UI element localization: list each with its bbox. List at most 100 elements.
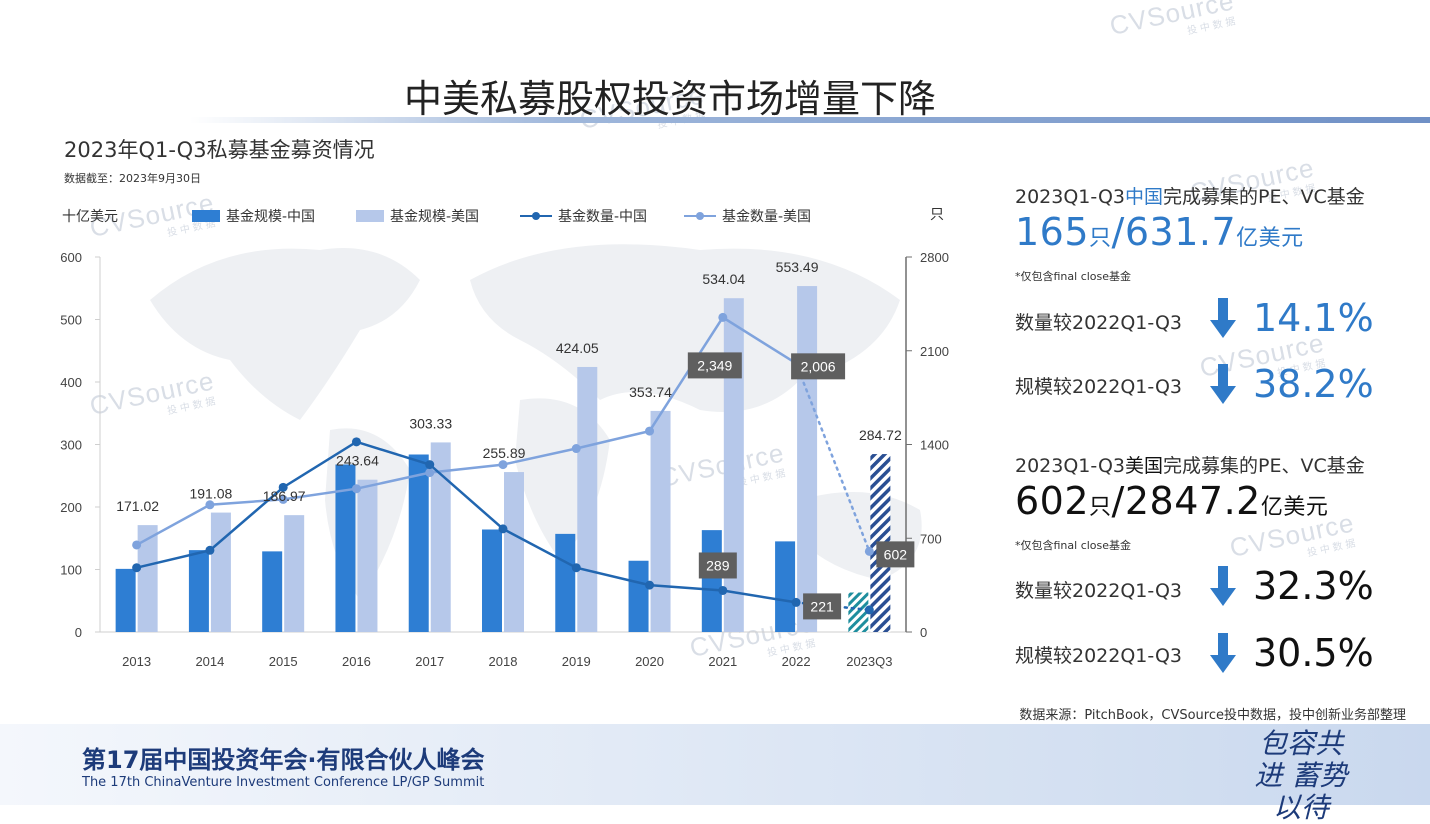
china-amount-unit: 亿美元: [1236, 226, 1304, 251]
x-tick-label: 2019: [562, 654, 591, 669]
china-fund-count-point: [425, 460, 435, 470]
data-label-us-fund-size: 303.33: [409, 415, 452, 431]
legend-label: 基金规模-中国: [226, 209, 316, 225]
data-source: 数据来源：PitchBook，CVSource投中数据，投中创新业务部整理: [1019, 708, 1406, 723]
china-fund-count-point: [205, 545, 215, 555]
y-left-tick-label: 100: [60, 563, 82, 578]
data-label-us-fund-size: 243.64: [336, 453, 379, 469]
data-label-china-fund-count-box: [698, 552, 737, 579]
bar-us-fund-size: [797, 286, 818, 632]
china-count: 165: [1015, 210, 1090, 254]
bar-china-fund-size: [628, 560, 649, 632]
china-heading: 2023Q1-Q3中国完成募集的PE、VC基金: [1015, 182, 1365, 209]
us-fund-count-point: [718, 312, 728, 322]
china-fund-count-point: [132, 563, 142, 573]
china-count-unit: 只: [1089, 226, 1112, 251]
china-fund-count-point: [864, 605, 874, 615]
fundraising-chart: 600 500 400 300 200 100 0 2800 2100 1400 700 0 2013 2…: [60, 244, 949, 669]
x-tick-label: 2020: [635, 654, 664, 669]
usa-size-compare-label: 规模较2022Q1-Q3: [1015, 645, 1182, 667]
legend-swatch: [356, 210, 384, 222]
usa-amount: 2847.2: [1124, 479, 1261, 523]
usa-slash: /: [1111, 479, 1125, 523]
data-label-us-fund-count-box: [876, 541, 915, 568]
bar-us-fund-size: [357, 479, 378, 632]
x-tick-label: 2016: [342, 654, 371, 669]
bar-china-fund-size: [262, 551, 283, 632]
china-fund-count-point: [718, 585, 728, 595]
down-arrow-icon: [1210, 364, 1236, 406]
legend-line: [684, 210, 716, 222]
x-tick-label: 2017: [415, 654, 444, 669]
y-right-tick-label: 0: [920, 625, 927, 640]
footer-event-title-en: The 17th ChinaVenture Investment Confere…: [82, 775, 485, 790]
y-left-tick-label: 300: [60, 438, 82, 453]
china-fund-count-point: [498, 524, 508, 534]
page-title: 中美私募股权投资市场增量下降: [403, 77, 936, 121]
china-amount: 631.7: [1124, 210, 1237, 254]
y-right-tick-label: 2800: [920, 250, 949, 265]
y-right-tick-label: 700: [920, 531, 942, 546]
china-fund-count-point: [791, 597, 801, 607]
legend-item-cn-count: 基金数量-中国: [520, 206, 647, 226]
y-left-unit: 十亿美元: [62, 209, 118, 225]
footer-event-title: 第17届中国投资年会·有限合伙人峰会: [82, 746, 485, 774]
down-arrow-icon: [1210, 566, 1236, 608]
us-fund-count-point: [571, 444, 581, 454]
usa-totals: 602只/2847.2亿美元: [1015, 479, 1328, 523]
bar-china-fund-size: [408, 454, 429, 632]
data-label-us-fund-size: 255.89: [483, 445, 526, 461]
china-fund-count-line: [136, 440, 797, 604]
usa-size-change: 30.5%: [1253, 631, 1374, 675]
usa-heading-post: 完成募集的PE、VC基金: [1163, 455, 1365, 477]
data-label-us-fund-size: 553.49: [776, 259, 819, 275]
legend-label: 基金数量-美国: [722, 209, 812, 225]
us-fund-count-point: [645, 426, 655, 436]
bar-china-fund-size: [848, 592, 869, 632]
us-fund-count-point: [498, 460, 508, 470]
us-fund-count-line: [136, 315, 797, 547]
china-note: *仅包含final close基金: [1015, 270, 1132, 283]
usa-note: *仅包含final close基金: [1015, 539, 1132, 552]
us-fund-count-point: [351, 484, 361, 494]
chart-note: 数据截至：2023年9月30日: [64, 172, 201, 185]
bar-us-fund-size: [284, 515, 305, 632]
y-left-tick-label: 500: [60, 313, 82, 328]
usa-count-compare-label: 数量较2022Q1-Q3: [1015, 580, 1182, 602]
usa-heading-highlight: 美国: [1125, 455, 1164, 477]
x-tick-label: 2022: [782, 654, 811, 669]
us-fund-count-point: [425, 468, 435, 478]
data-label-us-fund-size: 284.72: [859, 427, 902, 443]
us-fund-count-point: [205, 500, 215, 510]
china-totals: 165只/631.7亿美元: [1015, 210, 1304, 254]
usa-heading-pre: 2023Q1-Q3: [1015, 455, 1125, 477]
usa-count: 602: [1015, 479, 1090, 523]
bar-us-fund-size: [650, 410, 671, 632]
us-fund-count-point: [278, 494, 288, 504]
footer-slogan: 包容共进 蓄势以待: [1254, 727, 1348, 824]
china-heading-post: 完成募集的PE、VC基金: [1163, 186, 1365, 208]
usa-amount-unit: 亿美元: [1260, 495, 1329, 520]
usa-count-change: 32.3%: [1253, 564, 1374, 608]
data-label-us-fund-size: 534.04: [702, 271, 745, 287]
china-slash: /: [1111, 210, 1125, 254]
legend-label: 基金规模-美国: [390, 209, 480, 225]
y-left-tick-label: 200: [60, 500, 82, 515]
bar-us-fund-size: [577, 366, 598, 632]
data-label-us-fund-count: 2,006: [801, 358, 836, 374]
down-arrow-icon: [1210, 633, 1236, 675]
data-label-us-fund-count-box: [791, 353, 846, 380]
china-heading-highlight: 中国: [1125, 186, 1164, 208]
bar-us-fund-size: [137, 525, 158, 632]
x-tick-label: 2018: [489, 654, 518, 669]
data-label-us-fund-size: 186.97: [263, 488, 306, 504]
bar-china-fund-size: [115, 568, 136, 632]
legend-label: 基金数量-中国: [558, 209, 648, 225]
y-right-tick-label: 1400: [920, 438, 949, 453]
data-label-us-fund-count: 602: [884, 546, 908, 562]
y-left-tick-label: 400: [60, 375, 82, 390]
x-tick-label: 2023Q3: [846, 654, 892, 669]
data-label-china-fund-count-box: [803, 593, 842, 620]
china-fund-count-point: [278, 482, 288, 492]
